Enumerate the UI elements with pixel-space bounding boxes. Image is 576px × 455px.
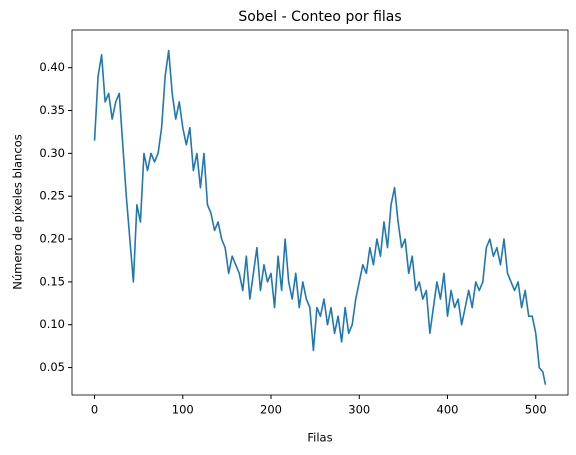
y-tick-label: 0.30 (39, 146, 65, 160)
y-tick-label: 0.25 (39, 189, 65, 203)
x-tick-label: 0 (91, 403, 98, 417)
y-tick-label: 0.15 (39, 274, 65, 288)
y-tick-label: 0.05 (39, 360, 65, 374)
data-line (93, 49, 547, 385)
y-tick-label: 0.20 (39, 232, 65, 246)
chart-title: Sobel - Conteo por filas (238, 9, 401, 25)
plot-frame (71, 29, 569, 396)
x-tick-label: 300 (348, 403, 370, 417)
x-axis-label: Filas (307, 431, 332, 445)
x-tick-label: 400 (437, 403, 459, 417)
x-tick-label: 100 (172, 403, 194, 417)
y-tick-label: 0.35 (39, 103, 65, 117)
y-axis-label: Número de píxeles blancos (11, 134, 25, 290)
y-tick-label: 0.10 (39, 317, 65, 331)
x-tick-label: 200 (260, 403, 282, 417)
y-tick-label: 0.40 (39, 60, 65, 74)
x-tick-label: 500 (525, 403, 547, 417)
